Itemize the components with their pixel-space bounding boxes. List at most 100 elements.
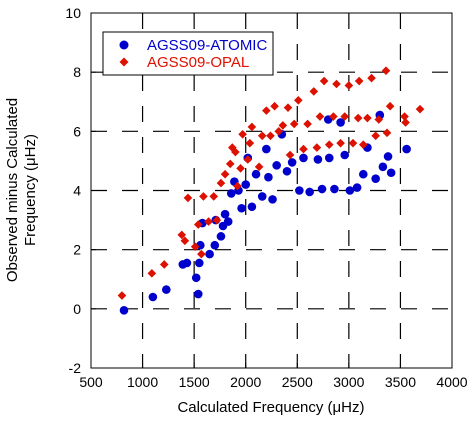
data-point-circle: [386, 168, 396, 178]
data-point-circle: [220, 209, 230, 219]
data-point-circle: [205, 249, 214, 259]
data-point-diamond: [344, 81, 354, 90]
data-point-diamond: [329, 112, 338, 121]
data-point-diamond: [285, 150, 295, 160]
data-point-diamond: [385, 101, 395, 111]
data-point-circle: [257, 192, 267, 201]
data-point-circle: [210, 240, 220, 250]
data-point-diamond: [363, 113, 372, 123]
y-tick-label: 2: [73, 242, 81, 258]
data-point-diamond: [336, 138, 345, 148]
data-point-circle: [195, 258, 204, 268]
x-tick-label: 1500: [179, 374, 210, 390]
data-point-diamond: [294, 95, 303, 105]
x-tick-label: 4000: [436, 374, 467, 390]
data-point-diamond: [340, 112, 350, 121]
data-points: [117, 66, 425, 315]
data-point-circle: [241, 180, 251, 189]
y-tick-label: 10: [65, 5, 81, 21]
data-point-diamond: [348, 138, 358, 148]
legend-box: [102, 31, 274, 76]
data-point-diamond: [262, 106, 271, 115]
legend-label-atomic: AGSS09-ATOMIC: [147, 37, 267, 54]
legend-label-opal: AGSS09-OPAL: [147, 54, 249, 71]
data-point-circle: [378, 162, 388, 172]
y-tick-label: 4: [73, 183, 81, 199]
data-point-diamond: [197, 249, 206, 259]
data-point-diamond: [247, 122, 257, 132]
data-point-diamond: [245, 138, 255, 148]
data-point-diamond: [401, 118, 410, 127]
data-point-diamond: [180, 236, 190, 246]
data-point-diamond: [225, 159, 235, 169]
data-point-circle: [371, 174, 380, 183]
data-point-diamond: [231, 147, 240, 157]
data-point-diamond: [159, 260, 169, 269]
data-point-circle: [226, 189, 236, 198]
data-point-diamond: [289, 119, 299, 129]
data-point-diamond: [274, 127, 284, 136]
data-point-circle: [223, 217, 233, 226]
data-point-circle: [272, 161, 281, 170]
x-tick-label: 1000: [127, 374, 158, 390]
series-diamond: [117, 66, 425, 300]
y-tick-label: 0: [73, 301, 81, 317]
y-tick-label: 6: [73, 123, 81, 139]
data-point-diamond: [299, 144, 308, 154]
data-point-circle: [358, 169, 368, 179]
data-point-diamond: [324, 140, 334, 149]
data-point-circle: [182, 258, 192, 268]
data-point-diamond: [238, 129, 247, 139]
data-point-diamond: [254, 162, 264, 172]
data-point-diamond: [270, 101, 279, 111]
data-point-diamond: [381, 66, 391, 75]
data-point-diamond: [309, 87, 319, 96]
legend-marker-opal: [119, 57, 129, 67]
data-point-circle: [305, 187, 314, 197]
series-circle: [119, 110, 411, 315]
data-point-diamond: [283, 103, 293, 112]
x-tick-label: 3000: [333, 374, 364, 390]
data-point-diamond: [354, 76, 364, 86]
data-point-circle: [295, 186, 304, 195]
data-point-diamond: [367, 73, 376, 83]
data-point-diamond: [233, 181, 242, 191]
data-point-circle: [340, 150, 350, 160]
data-point-circle: [287, 158, 297, 167]
data-point-diamond: [374, 115, 384, 124]
y-tick-label: -2: [69, 360, 82, 376]
data-point-diamond: [353, 113, 363, 123]
data-point-circle: [345, 186, 355, 195]
data-point-circle: [336, 118, 345, 127]
data-point-diamond: [190, 242, 200, 252]
data-point-diamond: [319, 76, 329, 86]
data-point-circle: [402, 144, 411, 154]
data-point-diamond: [382, 128, 392, 138]
data-point-diamond: [216, 178, 226, 188]
data-point-circle: [148, 292, 158, 302]
data-point-diamond: [257, 131, 267, 141]
data-point-diamond: [415, 104, 425, 114]
data-point-diamond: [358, 140, 368, 149]
data-point-diamond: [332, 79, 341, 89]
legend-marker-atomic: [119, 40, 129, 50]
data-point-diamond: [400, 112, 409, 121]
data-point-diamond: [371, 131, 380, 141]
data-point-circle: [247, 202, 257, 212]
data-point-diamond: [315, 112, 325, 121]
data-point-circle: [251, 169, 261, 179]
data-point-circle: [268, 195, 277, 204]
data-point-circle: [352, 183, 362, 192]
data-point-diamond: [312, 143, 322, 152]
data-point-circle: [317, 184, 327, 194]
x-tick-label: 3500: [385, 374, 416, 390]
data-point-circle: [264, 172, 273, 182]
data-point-diamond: [266, 131, 275, 141]
axis-ticks: 500 1000 1500 2000 2500 3000 3500 4000 -2 0 2 4 6 8 10: [65, 5, 467, 390]
x-tick-label: 2500: [282, 374, 313, 390]
data-point-circle: [262, 144, 271, 154]
data-point-circle: [383, 152, 393, 161]
y-axis-label-line-2: Frequency (μHz): [22, 134, 39, 246]
data-point-circle: [119, 306, 129, 315]
data-point-diamond: [303, 119, 312, 129]
